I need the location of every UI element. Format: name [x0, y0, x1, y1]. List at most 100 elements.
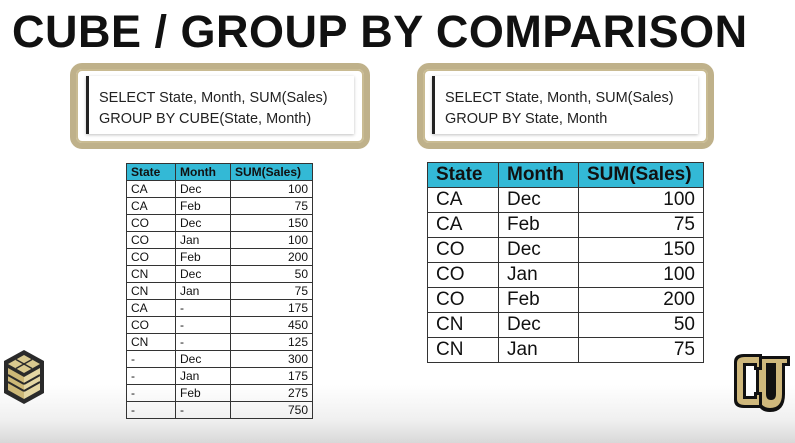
table-header-row: State Month SUM(Sales): [126, 163, 313, 181]
cell-sum-sales: 175: [230, 299, 313, 317]
cell-month: Dec: [175, 214, 231, 232]
column-header-sum-sales: SUM(Sales): [578, 162, 704, 188]
table-row: CO -450: [126, 316, 313, 334]
cell-month: Feb: [498, 287, 579, 313]
cell-state: CN: [427, 337, 499, 363]
cell-month: Dec: [498, 312, 579, 338]
table-row: - Feb 275: [126, 384, 313, 402]
cell-month: Jan: [175, 231, 231, 249]
table-row: CO Dec 150: [427, 237, 704, 263]
cell-sum-sales: 150: [230, 214, 313, 232]
cell-sum-sales: 75: [230, 197, 313, 215]
table-row: CO Jan 100: [126, 231, 313, 249]
cell-sum-sales: 75: [578, 337, 704, 363]
cell-sum-sales: 450: [230, 316, 313, 334]
table-row: CA Dec 100: [126, 180, 313, 198]
left-query-code: SELECT State, Month, SUM(Sales) GROUP BY…: [86, 76, 354, 134]
cu-university-logo-icon: [730, 350, 792, 416]
groupby-result-table: State Month SUM(Sales) CA Dec 100 CA Feb 75 …: [427, 162, 704, 363]
cell-state: -: [126, 367, 176, 385]
table-row: CN -125: [126, 333, 313, 351]
cell-sum-sales: 750: [230, 401, 313, 419]
cell-state: -: [126, 401, 176, 419]
cell-month: Dec: [498, 237, 579, 263]
cell-state: CO: [427, 237, 499, 263]
isometric-cube-logo-icon: [2, 348, 46, 408]
cell-state: CO: [126, 248, 176, 266]
cell-state: CN: [126, 333, 176, 351]
cell-sum-sales: 125: [230, 333, 313, 351]
cell-month: Jan: [498, 262, 579, 288]
column-header-month: Month: [498, 162, 579, 188]
table-header-row: State Month SUM(Sales): [427, 162, 704, 188]
cell-month: Feb: [175, 248, 231, 266]
cell-month: -: [175, 333, 231, 351]
cell-month: Dec: [175, 350, 231, 368]
cell-state: CA: [126, 197, 176, 215]
cell-state: CO: [427, 287, 499, 313]
cell-month: Jan: [175, 282, 231, 300]
table-row: CA Dec 100: [427, 187, 704, 213]
cell-month: -: [175, 401, 231, 419]
table-row: - -750: [126, 401, 313, 419]
cell-state: CN: [427, 312, 499, 338]
column-header-state: State: [427, 162, 499, 188]
cell-state: -: [126, 384, 176, 402]
cell-sum-sales: 200: [230, 248, 313, 266]
cell-month: Jan: [498, 337, 579, 363]
cell-sum-sales: 175: [230, 367, 313, 385]
table-row: - Jan 175: [126, 367, 313, 385]
cell-state: CA: [126, 299, 176, 317]
cell-month: Dec: [175, 180, 231, 198]
cell-month: Feb: [175, 197, 231, 215]
cell-state: CA: [427, 187, 499, 213]
cube-result-table: State Month SUM(Sales) CA Dec 100 CA Feb 75 …: [126, 163, 313, 419]
left-query-select-line: SELECT State, Month, SUM(Sales): [99, 90, 328, 106]
column-header-sum-sales: SUM(Sales): [230, 163, 313, 181]
cell-state: CO: [126, 231, 176, 249]
table-row: CA -175: [126, 299, 313, 317]
cell-sum-sales: 275: [230, 384, 313, 402]
cell-month: Feb: [175, 384, 231, 402]
cell-sum-sales: 50: [578, 312, 704, 338]
column-header-month: Month: [175, 163, 231, 181]
table-row: CO Feb 200: [427, 287, 704, 313]
slide-title: CUBE / GROUP BY COMPARISON: [12, 6, 748, 57]
cell-month: Dec: [175, 265, 231, 283]
cell-sum-sales: 50: [230, 265, 313, 283]
left-query-groupby-line: GROUP BY CUBE(State, Month): [99, 111, 312, 127]
table-row: CN Jan 75: [126, 282, 313, 300]
cell-month: -: [175, 316, 231, 334]
cell-sum-sales: 100: [578, 262, 704, 288]
table-row: CA Feb 75: [126, 197, 313, 215]
cell-state: CO: [427, 262, 499, 288]
table-row: CO Jan 100: [427, 262, 704, 288]
table-row: CN Dec 50: [126, 265, 313, 283]
cell-sum-sales: 75: [578, 212, 704, 238]
cell-sum-sales: 75: [230, 282, 313, 300]
cell-sum-sales: 100: [230, 231, 313, 249]
cell-state: CN: [126, 265, 176, 283]
table-row: CO Feb 200: [126, 248, 313, 266]
table-row: CO Dec 150: [126, 214, 313, 232]
cell-sum-sales: 200: [578, 287, 704, 313]
cell-sum-sales: 300: [230, 350, 313, 368]
right-query-groupby-line: GROUP BY State, Month: [445, 111, 608, 127]
cell-state: -: [126, 350, 176, 368]
table-row: CA Feb 75: [427, 212, 704, 238]
table-row: CN Dec 50: [427, 312, 704, 338]
cell-state: CO: [126, 214, 176, 232]
cell-month: Dec: [498, 187, 579, 213]
cell-sum-sales: 100: [230, 180, 313, 198]
cell-state: CN: [126, 282, 176, 300]
right-query-code: SELECT State, Month, SUM(Sales) GROUP BY…: [432, 76, 698, 134]
cell-month: -: [175, 299, 231, 317]
table-row: CN Jan 75: [427, 337, 704, 363]
cell-sum-sales: 150: [578, 237, 704, 263]
cell-state: CA: [427, 212, 499, 238]
cell-state: CA: [126, 180, 176, 198]
cell-month: Feb: [498, 212, 579, 238]
cell-state: CO: [126, 316, 176, 334]
table-row: - Dec 300: [126, 350, 313, 368]
column-header-state: State: [126, 163, 176, 181]
